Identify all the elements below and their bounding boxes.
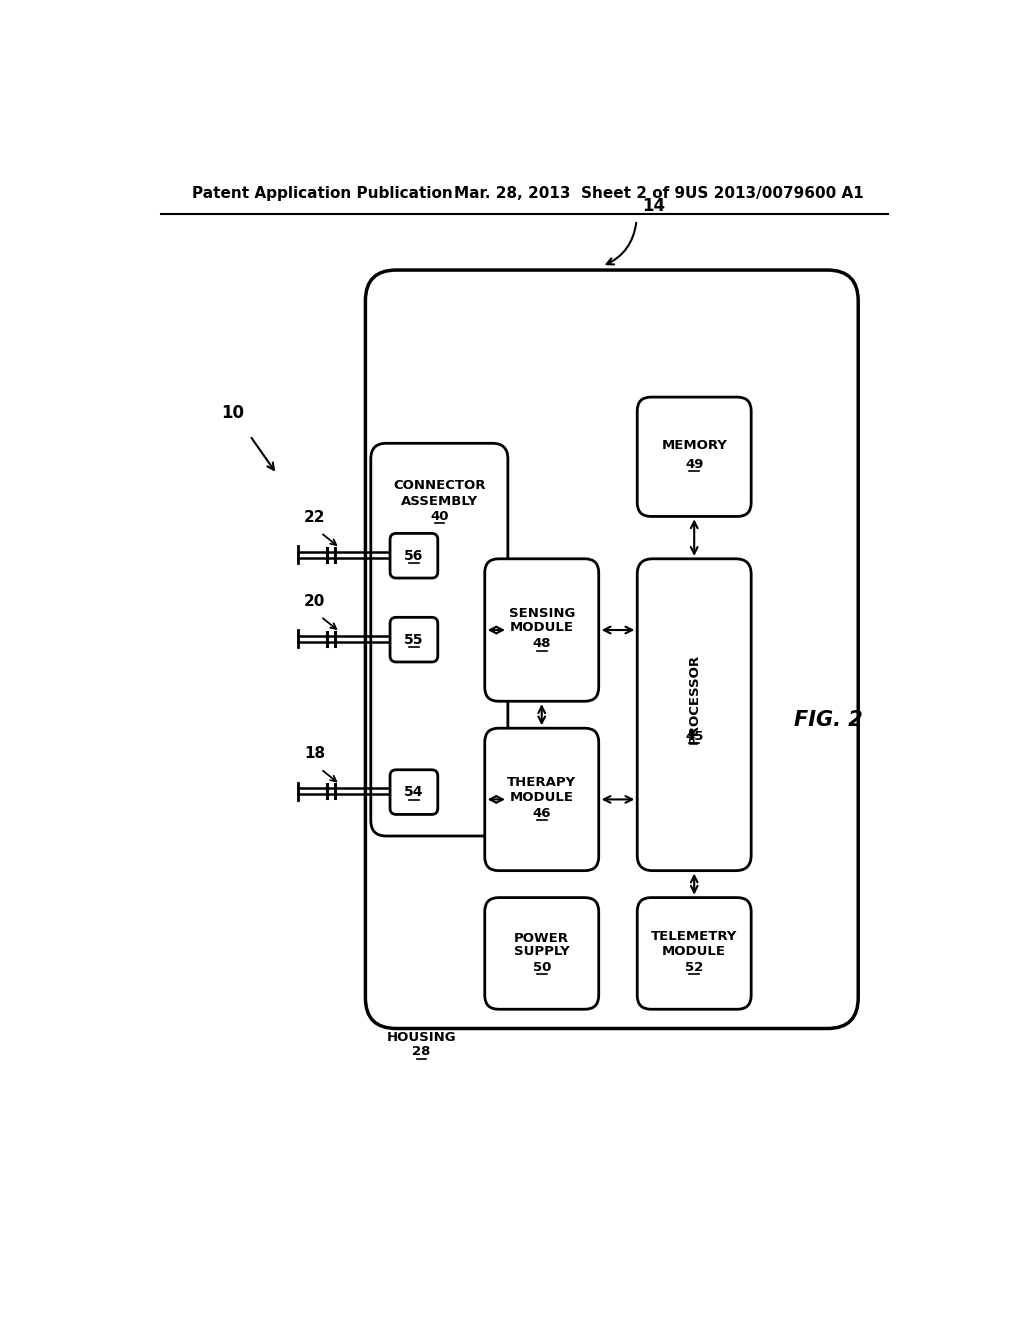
- Text: SENSING: SENSING: [509, 607, 574, 619]
- Text: CONNECTOR: CONNECTOR: [393, 479, 485, 492]
- Text: ASSEMBLY: ASSEMBLY: [400, 495, 478, 508]
- Text: 10: 10: [221, 404, 244, 422]
- FancyBboxPatch shape: [390, 618, 438, 663]
- Text: 45: 45: [685, 730, 703, 743]
- Text: 54: 54: [404, 785, 424, 799]
- Text: 18: 18: [304, 746, 326, 762]
- FancyBboxPatch shape: [390, 770, 438, 814]
- FancyBboxPatch shape: [484, 558, 599, 701]
- Text: 56: 56: [404, 549, 424, 562]
- Text: TELEMETRY: TELEMETRY: [651, 931, 737, 942]
- Text: MODULE: MODULE: [663, 945, 726, 957]
- Text: 20: 20: [304, 594, 326, 609]
- Text: 28: 28: [413, 1045, 431, 1059]
- Text: SUPPLY: SUPPLY: [514, 945, 569, 958]
- FancyBboxPatch shape: [484, 729, 599, 871]
- FancyBboxPatch shape: [637, 898, 752, 1010]
- Text: 14: 14: [642, 197, 666, 215]
- Text: Mar. 28, 2013  Sheet 2 of 9: Mar. 28, 2013 Sheet 2 of 9: [454, 186, 685, 201]
- Text: 50: 50: [532, 961, 551, 974]
- Text: 40: 40: [430, 510, 449, 523]
- Text: PROCESSOR: PROCESSOR: [688, 655, 700, 744]
- Text: MODULE: MODULE: [510, 791, 573, 804]
- Text: POWER: POWER: [514, 932, 569, 945]
- FancyBboxPatch shape: [371, 444, 508, 836]
- Text: THERAPY: THERAPY: [507, 776, 577, 789]
- Text: 55: 55: [404, 632, 424, 647]
- Text: FIG. 2: FIG. 2: [795, 710, 863, 730]
- FancyBboxPatch shape: [637, 558, 752, 871]
- Text: 52: 52: [685, 961, 703, 974]
- FancyBboxPatch shape: [484, 898, 599, 1010]
- Text: 49: 49: [685, 458, 703, 471]
- Text: HOUSING: HOUSING: [387, 1031, 457, 1044]
- Text: 46: 46: [532, 807, 551, 820]
- Text: Patent Application Publication: Patent Application Publication: [193, 186, 453, 201]
- FancyBboxPatch shape: [637, 397, 752, 516]
- Text: MODULE: MODULE: [510, 622, 573, 634]
- Text: US 2013/0079600 A1: US 2013/0079600 A1: [685, 186, 863, 201]
- FancyBboxPatch shape: [366, 271, 858, 1028]
- Text: 22: 22: [304, 510, 326, 525]
- Text: MEMORY: MEMORY: [662, 438, 727, 451]
- Text: 48: 48: [532, 638, 551, 651]
- FancyBboxPatch shape: [390, 533, 438, 578]
